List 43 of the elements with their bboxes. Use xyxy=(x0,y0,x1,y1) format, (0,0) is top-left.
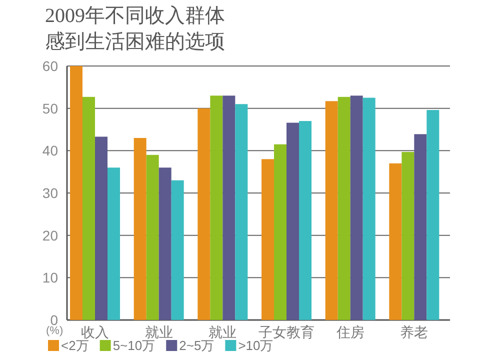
bar xyxy=(426,110,440,320)
bar xyxy=(146,154,159,320)
bar xyxy=(158,168,172,320)
bar xyxy=(70,66,82,320)
legend-label: <2万 xyxy=(61,338,89,353)
bar xyxy=(262,159,274,320)
legend-label: >10万 xyxy=(238,338,274,353)
legend-label: 2~5万 xyxy=(179,338,214,353)
y-tick-label: 20 xyxy=(42,227,58,244)
bar xyxy=(274,144,286,320)
bar xyxy=(414,134,427,320)
y-tick-label: 0 xyxy=(50,312,58,328)
bar xyxy=(350,96,363,320)
y-tick-label: 40 xyxy=(42,142,58,159)
y-tick-label: 10 xyxy=(42,270,58,286)
bar xyxy=(402,152,414,320)
x-tick-label: 就业 xyxy=(208,324,237,340)
bar xyxy=(299,121,312,320)
x-tick-label: 住房 xyxy=(335,324,364,340)
x-tick-label: 就业 xyxy=(144,324,173,340)
x-tick-label: 子女教育 xyxy=(258,324,314,340)
bar xyxy=(82,96,95,320)
bar xyxy=(389,163,402,320)
legend-label: 5~10万 xyxy=(112,338,156,353)
x-tick-label: 收入 xyxy=(81,324,109,340)
bar xyxy=(222,96,236,320)
bar xyxy=(362,98,376,320)
bar xyxy=(235,104,248,320)
y-axis-title: (%) xyxy=(46,325,64,337)
bar xyxy=(325,101,338,320)
chart-title: 2009年不同收入群体感到生活困难的选项 xyxy=(45,5,225,53)
bar xyxy=(95,136,108,320)
y-tick-label: 50 xyxy=(42,100,58,116)
bar xyxy=(210,96,223,320)
bar xyxy=(134,138,146,320)
bar xyxy=(171,180,184,320)
bar xyxy=(198,108,210,320)
bar xyxy=(286,122,299,320)
bar xyxy=(338,96,350,320)
y-tick-label: 60 xyxy=(42,58,58,74)
y-tick-label: 30 xyxy=(42,185,58,201)
bar xyxy=(108,168,120,320)
x-tick-label: 养老 xyxy=(400,324,428,340)
